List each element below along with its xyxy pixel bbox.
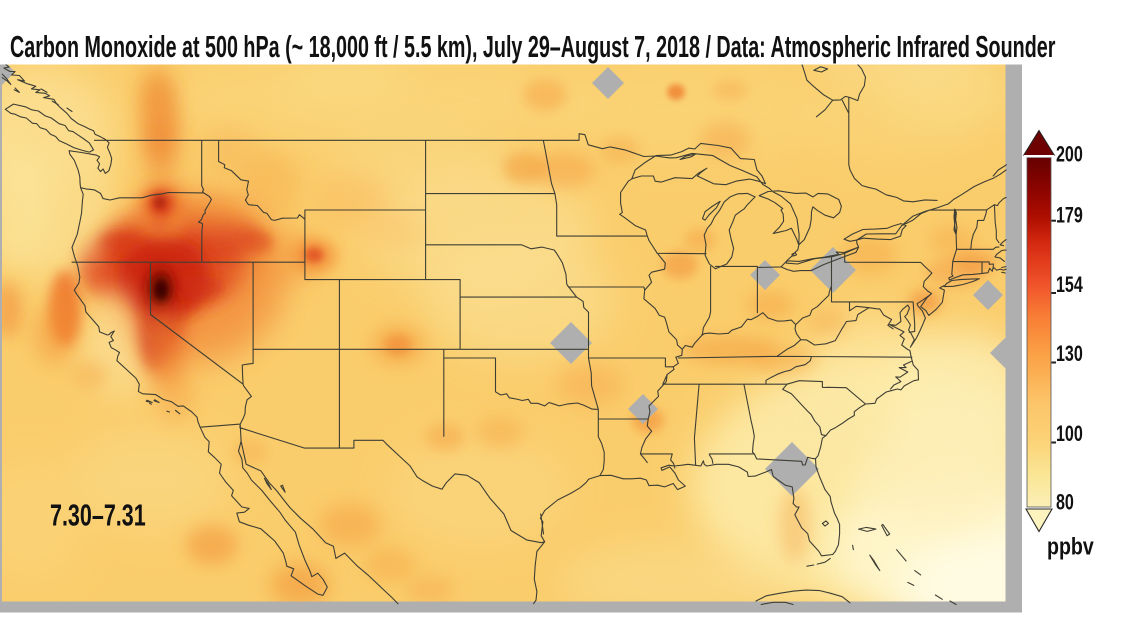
- svg-text:154: 154: [1056, 274, 1083, 298]
- svg-text:ppbv: ppbv: [1047, 533, 1094, 560]
- svg-text:7.30–7.31: 7.30–7.31: [50, 498, 146, 533]
- svg-text:179: 179: [1056, 204, 1083, 228]
- svg-text:200: 200: [1056, 143, 1083, 167]
- svg-text:130: 130: [1056, 343, 1083, 367]
- svg-text:80: 80: [1056, 491, 1074, 515]
- svg-text:Carbon Monoxide at 500 hPa (~: Carbon Monoxide at 500 hPa (~ 18,000 ft …: [10, 31, 1055, 64]
- svg-text:100: 100: [1056, 423, 1083, 447]
